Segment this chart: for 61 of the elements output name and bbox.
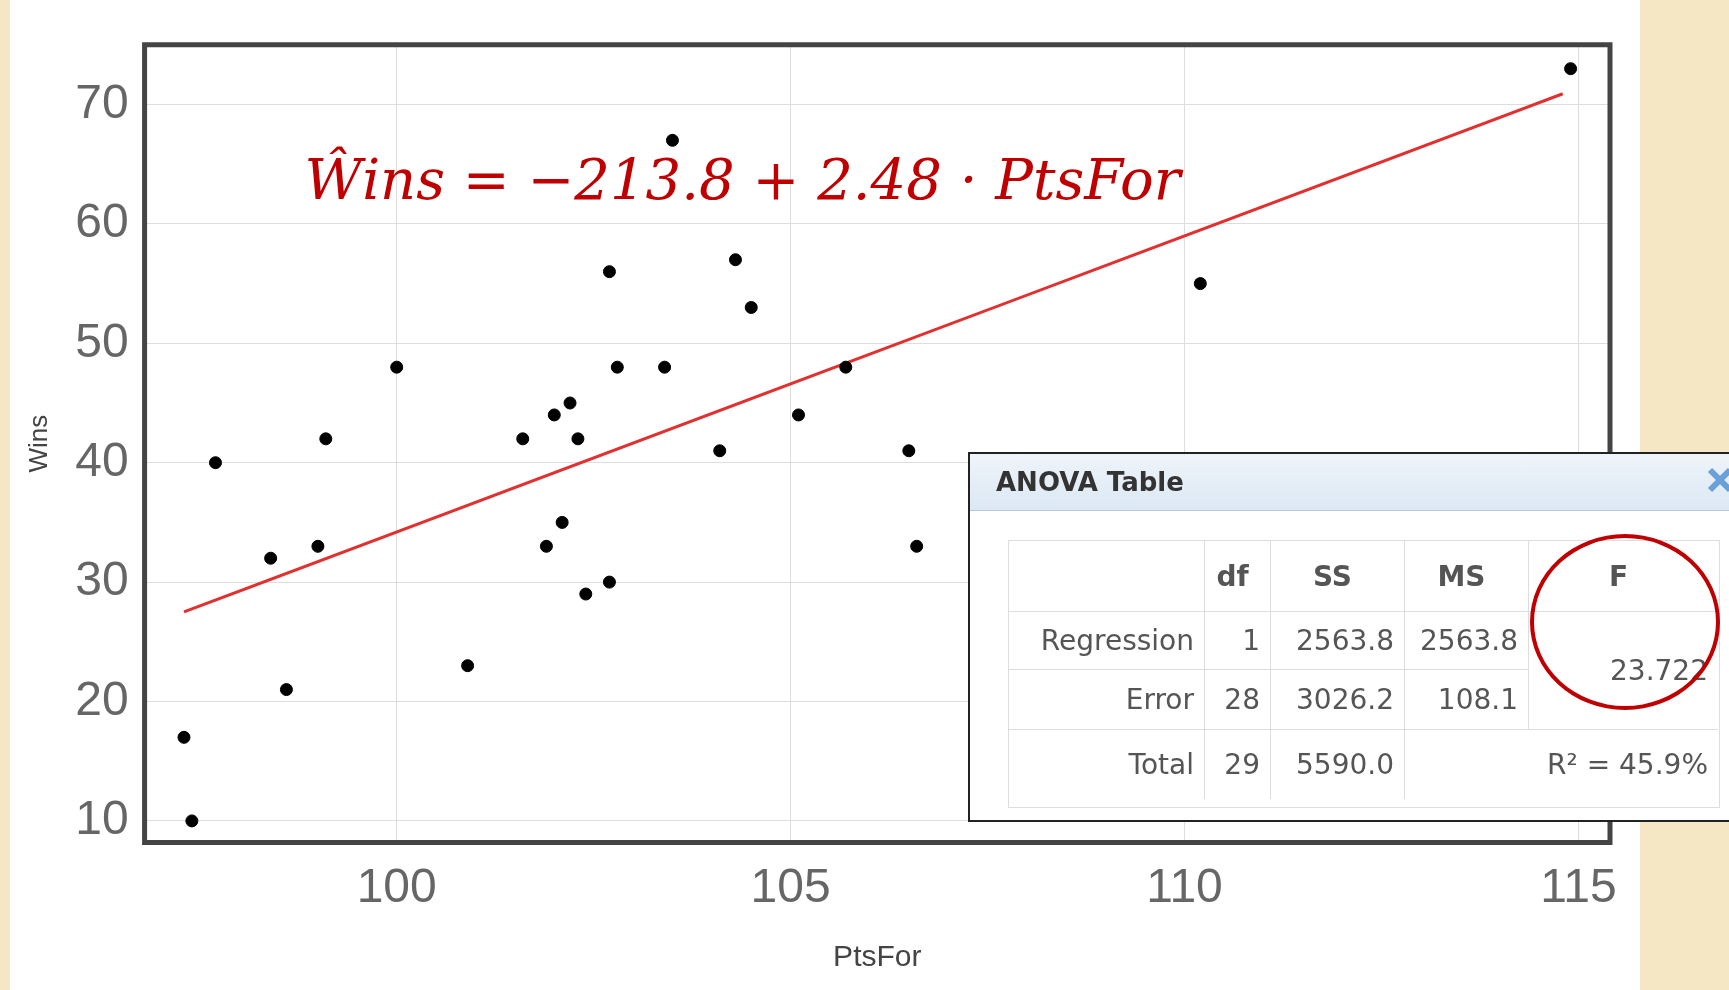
- point: [177, 730, 191, 744]
- point: [792, 408, 806, 422]
- x-tick-label: 100: [356, 859, 437, 913]
- text: ANOVA Table: [996, 467, 1184, 497]
- point: [728, 253, 742, 267]
- point: [209, 456, 222, 470]
- point: [555, 515, 569, 529]
- point: [1193, 277, 1207, 291]
- point: [579, 587, 593, 601]
- point: [539, 539, 553, 553]
- y-axis-title: Wins: [22, 414, 53, 473]
- annotation: Ŵins = −213.8 + 2.48 · PtsFor: [304, 146, 1184, 213]
- x-tick-label: 115: [1540, 859, 1617, 913]
- point: [910, 539, 924, 553]
- y-tick-label: 40: [75, 432, 129, 486]
- annotation: 28: [1204, 669, 1270, 729]
- x-tick-label: 105: [750, 859, 831, 913]
- point: [319, 432, 333, 446]
- annotation: F: [1528, 541, 1718, 611]
- x-axis-title: PtsFor: [833, 939, 922, 973]
- point: [658, 360, 672, 374]
- point: [665, 133, 679, 147]
- point: [279, 683, 293, 697]
- point: [461, 659, 475, 673]
- annotation: R² = 45.9%: [1404, 729, 1718, 799]
- annotation: 2563.8: [1270, 611, 1404, 669]
- y-tick-label: 20: [75, 671, 129, 725]
- y-tick-label: 60: [75, 194, 129, 248]
- annotation: Total: [1009, 729, 1204, 799]
- annotation: 1: [1204, 611, 1270, 669]
- point: [516, 432, 530, 446]
- point: [185, 814, 199, 828]
- y-tick-label: 30: [75, 552, 129, 606]
- point: [839, 360, 853, 374]
- point: [547, 408, 561, 422]
- point: [610, 360, 624, 374]
- point: [563, 396, 577, 410]
- point: [1564, 62, 1578, 76]
- point: [264, 551, 278, 565]
- point: [571, 432, 585, 446]
- point: [311, 539, 325, 553]
- point: [744, 300, 758, 314]
- annotation: 108.1: [1404, 669, 1528, 729]
- annotation: MS: [1404, 541, 1528, 611]
- point: [602, 265, 616, 279]
- annotation: SS: [1270, 541, 1404, 611]
- annotation: 5590.0: [1270, 729, 1404, 799]
- point: [713, 444, 727, 458]
- annotation: Error: [1009, 669, 1204, 729]
- annotation: df: [1204, 541, 1270, 611]
- annotation: 2563.8: [1404, 611, 1528, 669]
- y-tick-label: 50: [75, 313, 129, 367]
- point: [602, 575, 616, 589]
- point: [902, 444, 916, 458]
- annotation: 29: [1204, 729, 1270, 799]
- y-tick-label: 70: [75, 74, 129, 128]
- y-tick-label: 10: [75, 791, 129, 845]
- point: [390, 360, 404, 374]
- annotation: Regression: [1009, 611, 1204, 669]
- annotation: 3026.2: [1270, 669, 1404, 729]
- x-tick-label: 110: [1146, 859, 1223, 913]
